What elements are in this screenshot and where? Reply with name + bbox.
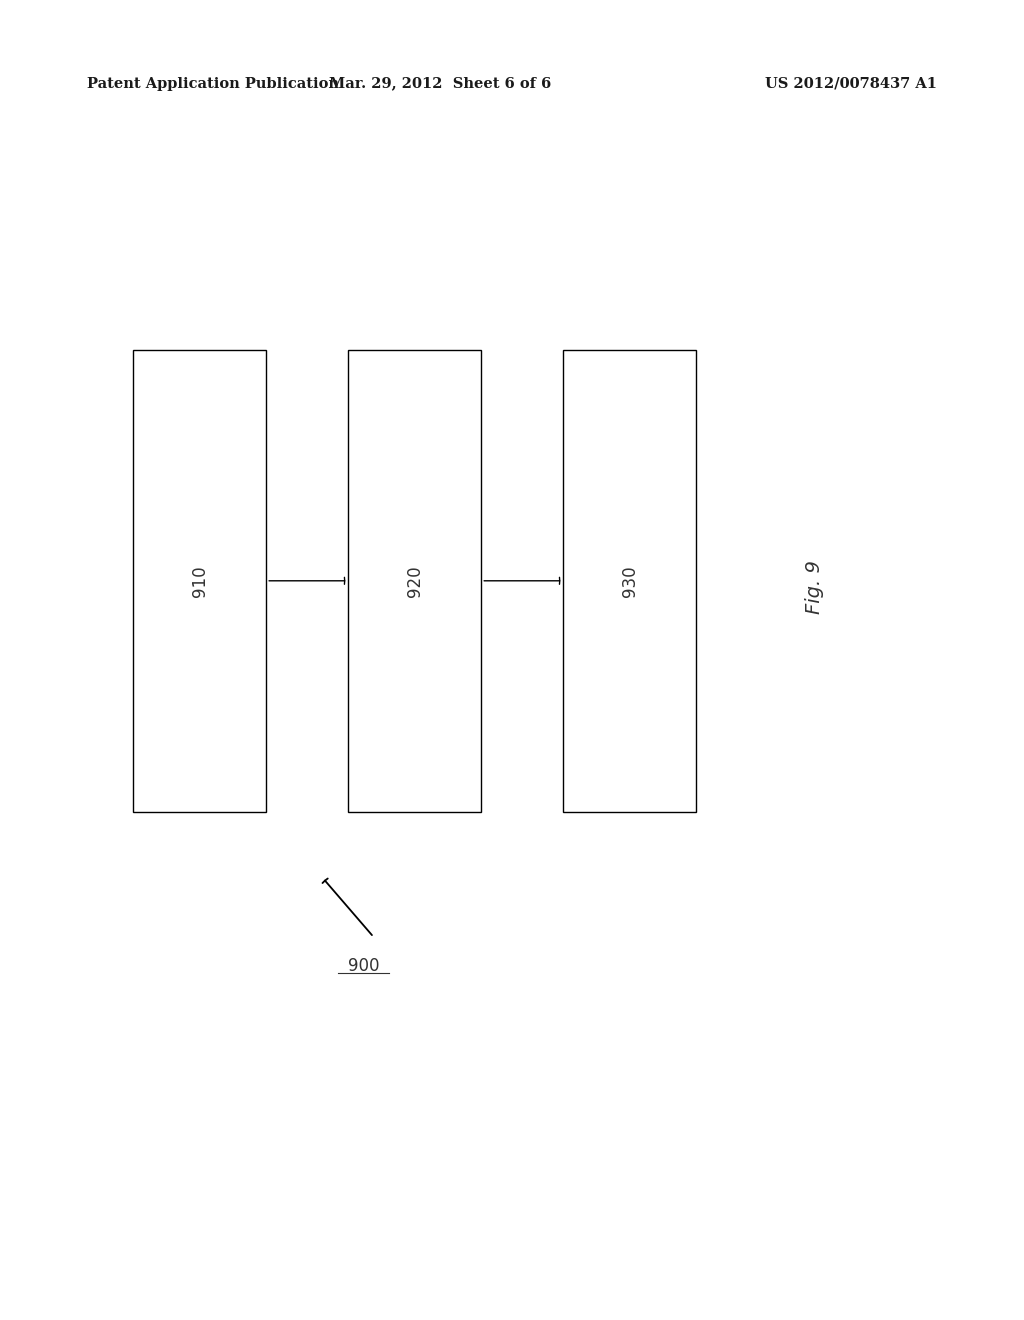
Text: US 2012/0078437 A1: US 2012/0078437 A1 — [765, 77, 937, 91]
Bar — [563, 350, 696, 812]
Text: Patent Application Publication: Patent Application Publication — [87, 77, 339, 91]
Text: Fig. 9: Fig. 9 — [805, 561, 823, 614]
Text: 910: 910 — [190, 565, 209, 597]
Text: 930: 930 — [621, 565, 639, 597]
Bar — [348, 350, 481, 812]
Text: Mar. 29, 2012  Sheet 6 of 6: Mar. 29, 2012 Sheet 6 of 6 — [329, 77, 552, 91]
Text: 900: 900 — [348, 957, 379, 975]
Text: 920: 920 — [406, 565, 424, 597]
Bar — [133, 350, 266, 812]
